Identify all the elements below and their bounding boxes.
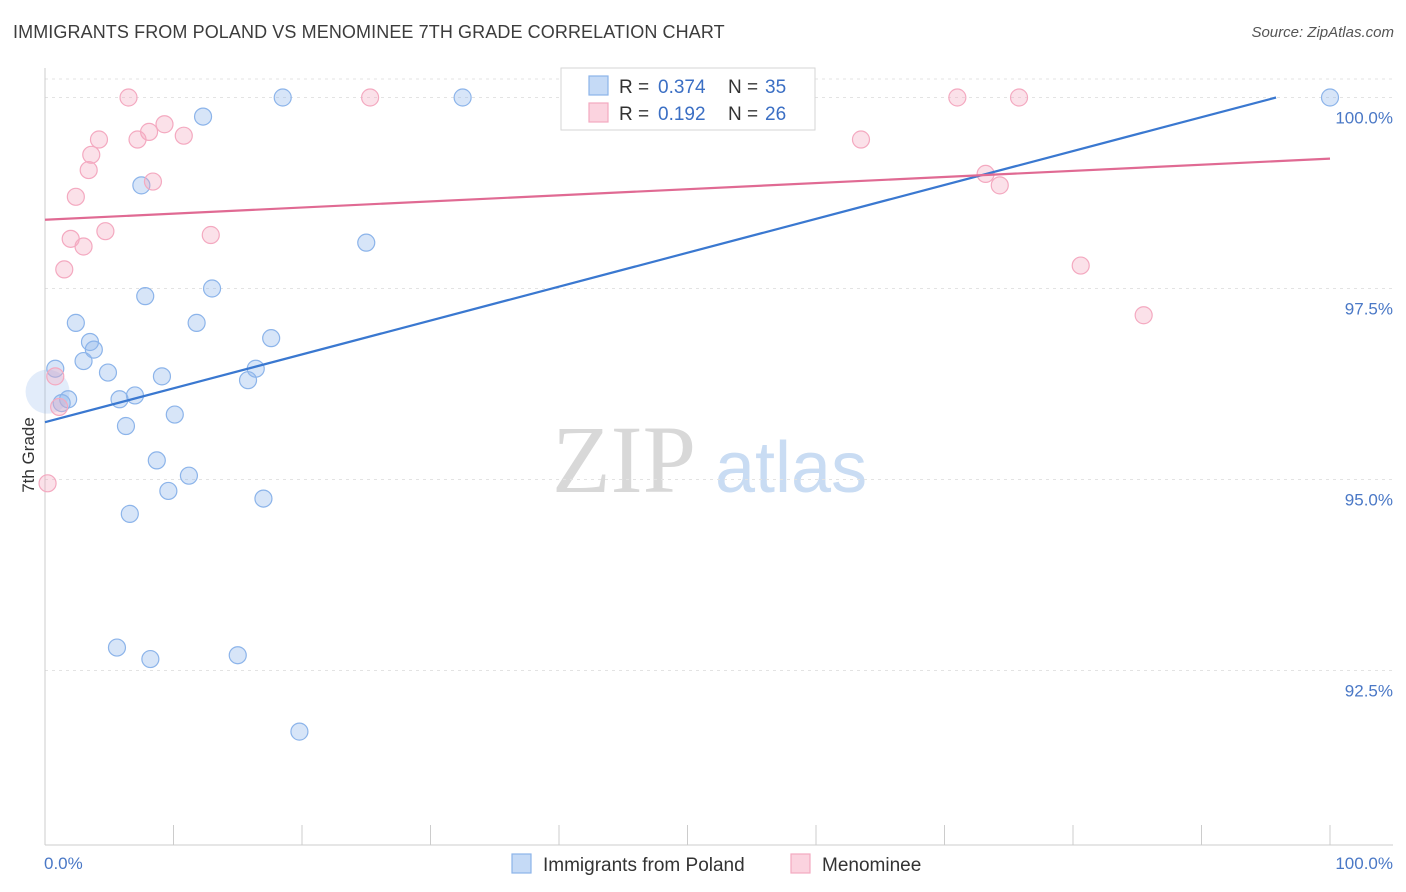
point-menominee xyxy=(851,130,871,149)
point-poland xyxy=(147,451,166,470)
point-menominee xyxy=(74,237,93,256)
point-poland xyxy=(46,359,65,378)
point-menominee xyxy=(1009,88,1029,107)
legend-r-label-menominee: R = xyxy=(619,104,649,125)
point-menominee xyxy=(82,145,101,164)
points-layer xyxy=(25,88,1340,741)
point-poland xyxy=(107,638,127,657)
legend-n-label-poland: N = xyxy=(728,77,758,98)
trend-line-menominee xyxy=(44,157,1331,221)
series-legend: Immigrants from Poland Menominee xyxy=(511,853,921,876)
point-menominee xyxy=(89,130,109,149)
point-poland xyxy=(290,722,309,741)
point-menominee xyxy=(96,222,115,241)
point-poland xyxy=(159,481,178,501)
point-poland xyxy=(25,369,70,414)
point-menominee xyxy=(1134,306,1153,325)
point-poland xyxy=(66,313,85,332)
point-menominee xyxy=(46,367,65,386)
point-poland xyxy=(141,649,160,669)
y-tick-label: 100.0% xyxy=(1335,109,1393,128)
point-menominee xyxy=(990,176,1009,195)
x-tick-label: 100.0% xyxy=(1335,854,1393,873)
trend-layer xyxy=(44,96,1331,424)
bottom-legend-swatch-menominee xyxy=(790,853,811,874)
point-menominee xyxy=(66,187,85,206)
bottom-legend-swatch-poland xyxy=(511,853,532,874)
axes-layer: 92.5% 95.0% 97.5% 100.0% 0.0% 100.0% xyxy=(44,68,1393,873)
point-poland xyxy=(179,466,199,485)
point-poland xyxy=(453,88,472,107)
legend-r-value-menominee: 0.192 xyxy=(658,104,706,125)
bottom-legend-label-menominee: Menominee xyxy=(822,855,921,876)
watermark-zip: ZIP xyxy=(552,406,696,513)
point-poland xyxy=(193,107,213,126)
y-tick-label: 92.5% xyxy=(1345,682,1393,701)
point-poland xyxy=(1320,88,1340,107)
point-poland xyxy=(132,176,151,195)
stats-legend: R = 0.374 N = 35 R = 0.192 N = 26 xyxy=(560,67,816,131)
point-poland xyxy=(262,329,281,348)
point-poland xyxy=(228,646,247,665)
point-menominee xyxy=(155,115,174,134)
point-menominee xyxy=(948,88,967,107)
legend-n-value-menominee: 26 xyxy=(765,104,786,125)
point-menominee xyxy=(50,397,69,417)
point-poland xyxy=(273,88,292,107)
point-poland xyxy=(165,405,184,424)
legend-n-label-menominee: N = xyxy=(728,104,758,125)
point-poland xyxy=(120,504,139,523)
legend-r-label-poland: R = xyxy=(619,77,649,98)
legend-r-value-poland: 0.374 xyxy=(658,77,706,98)
chart-source: Source: ZipAtlas.com xyxy=(1251,24,1394,41)
point-menominee xyxy=(139,122,159,141)
trend-line-poland xyxy=(44,96,1277,424)
point-menominee xyxy=(361,88,380,107)
point-poland xyxy=(357,233,376,252)
bottom-legend-label-poland: Immigrants from Poland xyxy=(543,855,745,876)
point-menominee xyxy=(38,474,57,493)
point-poland xyxy=(84,340,103,359)
point-menominee xyxy=(201,225,220,245)
watermark-atlas: atlas xyxy=(715,428,867,508)
y-axis-title: 7th Grade xyxy=(19,417,38,493)
legend-swatch-menominee xyxy=(588,102,609,123)
point-poland xyxy=(136,287,155,306)
point-poland xyxy=(125,386,145,405)
point-menominee xyxy=(174,126,193,145)
point-menominee xyxy=(143,172,163,191)
point-menominee xyxy=(1071,256,1090,275)
point-menominee xyxy=(55,260,74,279)
point-poland xyxy=(254,489,273,508)
chart-title: IMMIGRANTS FROM POLAND VS MENOMINEE 7TH … xyxy=(13,22,725,42)
point-poland xyxy=(98,363,118,382)
point-poland xyxy=(187,313,206,332)
point-menominee xyxy=(119,88,138,107)
legend-n-value-poland: 35 xyxy=(765,77,786,98)
point-poland xyxy=(116,416,136,436)
point-poland xyxy=(152,367,172,386)
point-menominee xyxy=(79,160,98,180)
y-tick-label: 97.5% xyxy=(1345,300,1393,319)
point-poland xyxy=(74,351,93,371)
y-tick-label: 95.0% xyxy=(1345,491,1393,510)
x-tick-label: 0.0% xyxy=(44,854,83,873)
point-poland xyxy=(202,279,222,298)
legend-swatch-poland xyxy=(588,75,609,96)
